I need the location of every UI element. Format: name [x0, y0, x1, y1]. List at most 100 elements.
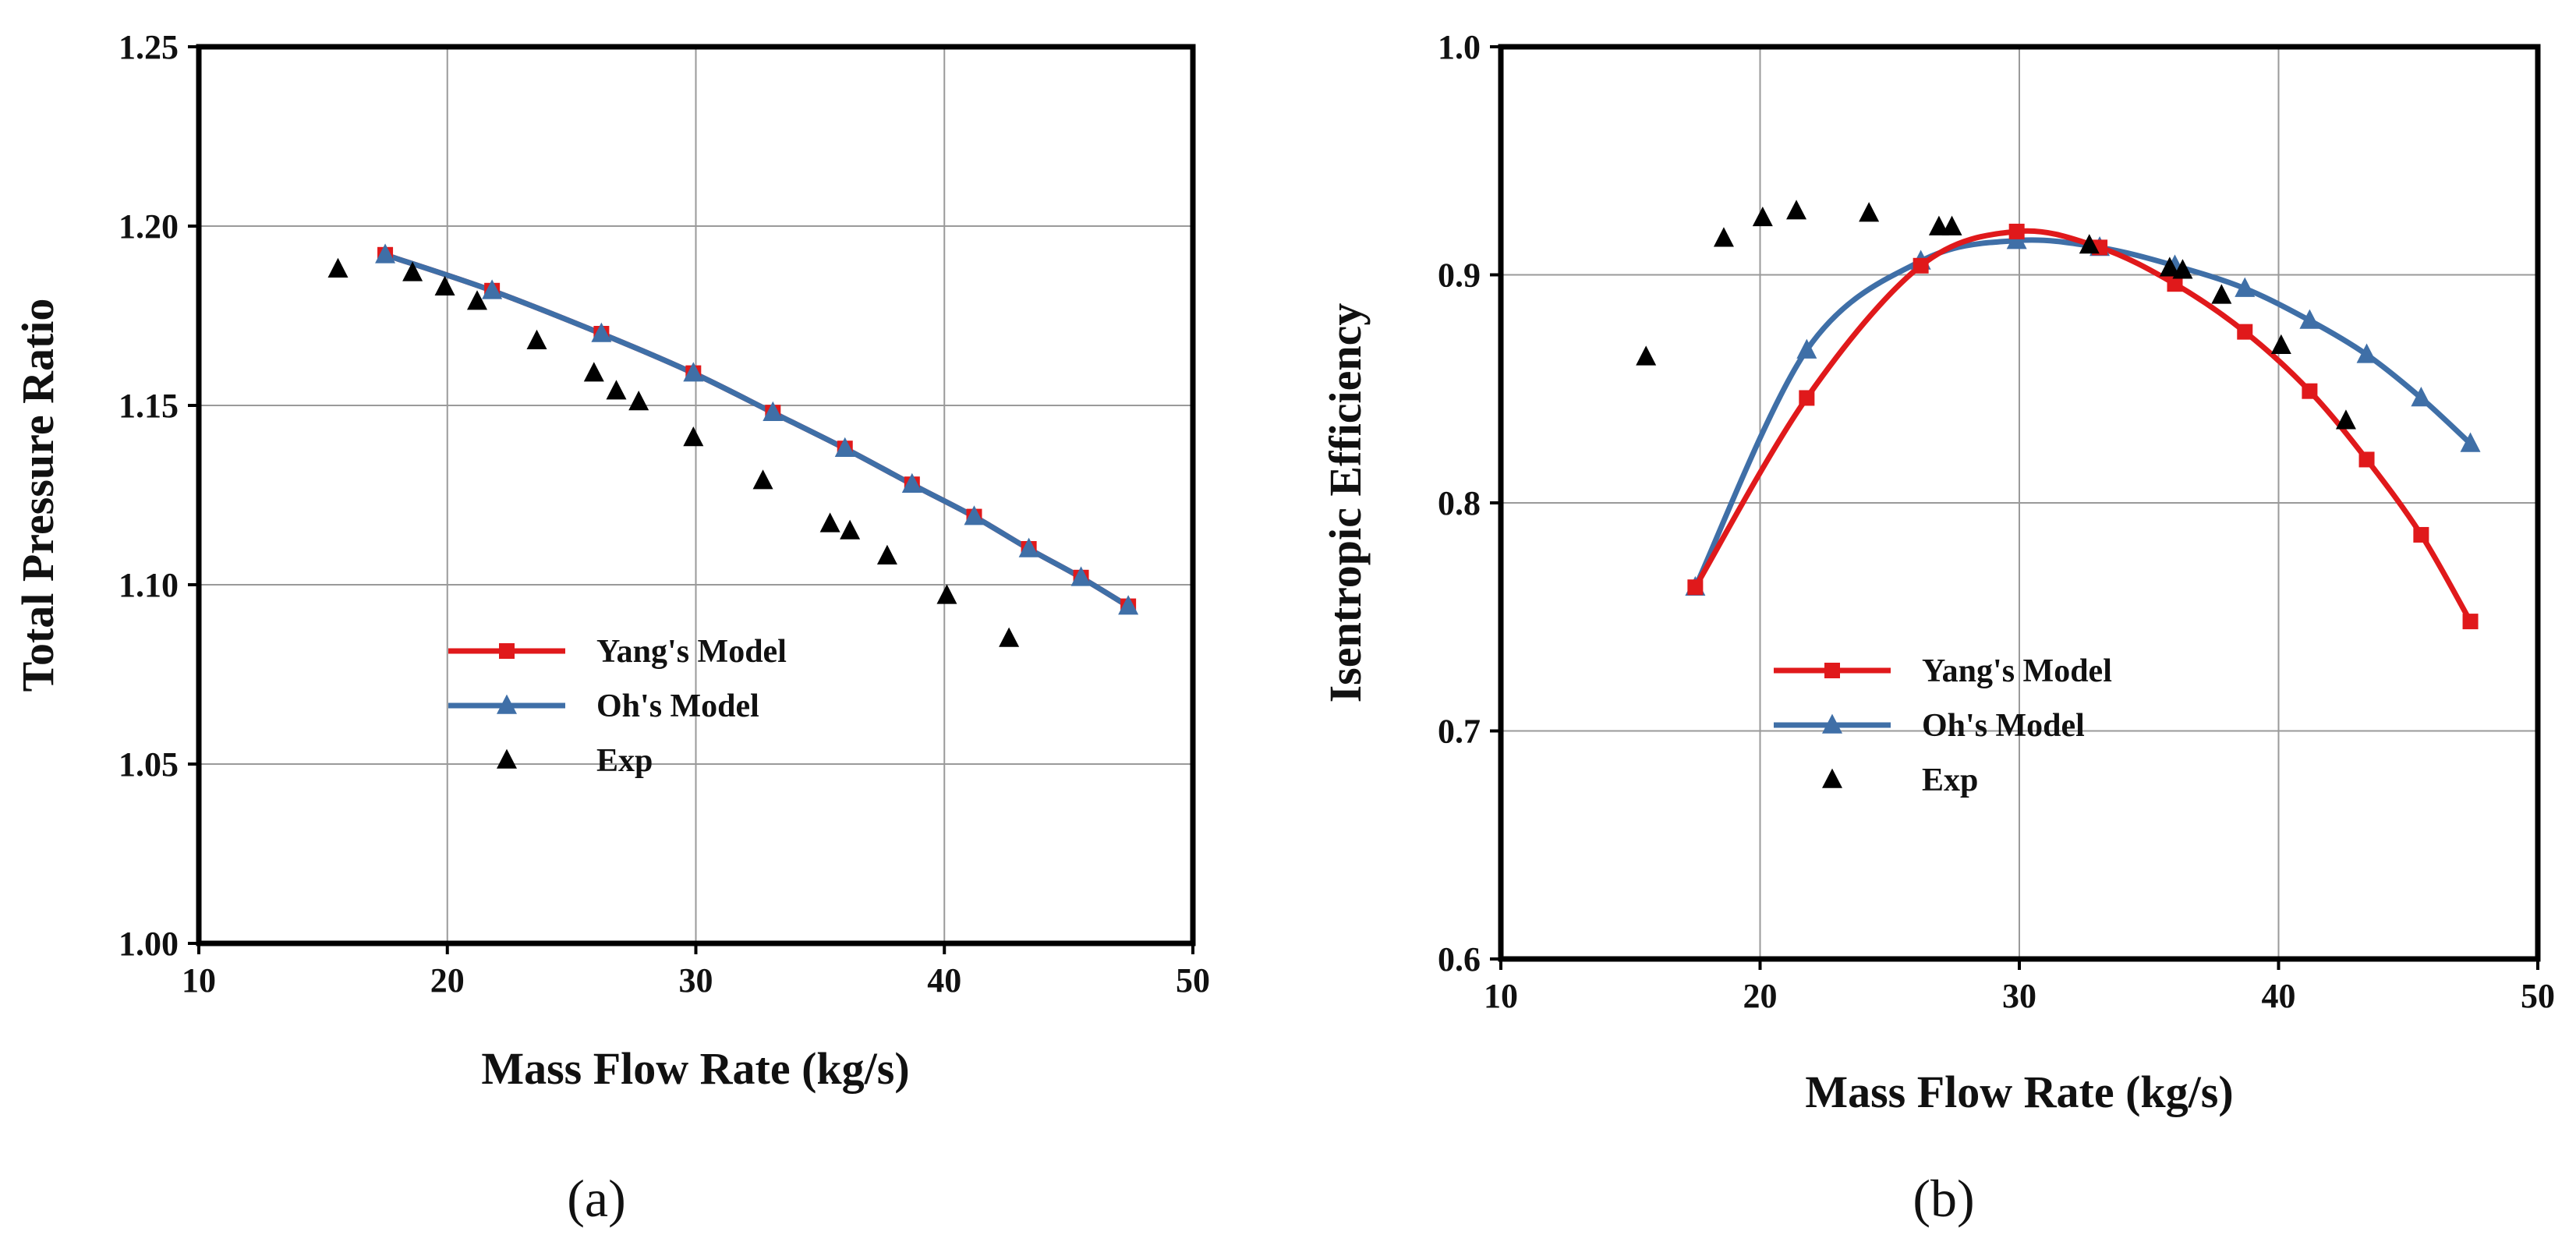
- legend-marker: [1822, 713, 1842, 734]
- panel-b-markers: [1636, 200, 2481, 630]
- data-point-exp: [752, 469, 773, 490]
- panel-a-pressure-ratio-chart: 10 20 30 40 50 1.00 1.05 1.10 1.15 1.20 1.25 Mass …: [12, 28, 1210, 1228]
- panel-b-ticks: 10 20 30 40 50 0.6 0.7 0.8 0.9 1.0: [1438, 28, 2555, 1015]
- y-tick-label: 0.7: [1438, 713, 1481, 751]
- y-tick-label: 0.9: [1438, 257, 1481, 295]
- data-point-exp: [583, 362, 604, 382]
- panel-a-series-lines: [384, 252, 1130, 609]
- data-point-oh: [482, 279, 503, 299]
- series-line-yang: [1693, 228, 2473, 623]
- data-point-oh: [2356, 343, 2377, 363]
- x-tick-label: 30: [679, 961, 713, 1000]
- data-point-oh: [591, 322, 612, 342]
- series-line-oh: [1693, 237, 2472, 589]
- data-point-exp: [2172, 259, 2193, 279]
- y-tick-label: 1.00: [119, 925, 179, 963]
- legend-marker: [1824, 663, 1840, 678]
- legend-label: Yang's Model: [596, 634, 787, 670]
- data-point-exp: [2335, 409, 2356, 430]
- data-point-oh: [763, 401, 784, 421]
- y-tick-label: 1.25: [119, 28, 179, 66]
- data-point-oh: [1018, 537, 1039, 557]
- x-tick-label: 30: [2002, 977, 2036, 1015]
- legend-label: Yang's Model: [1922, 653, 2112, 689]
- x-tick-label: 10: [1484, 977, 1518, 1015]
- panel-a-x-axis-label: Mass Flow Rate (kg/s): [481, 1043, 909, 1094]
- data-point-exp: [1752, 206, 1773, 227]
- data-point-oh: [901, 472, 922, 493]
- legend-marker: [499, 643, 515, 659]
- data-point-exp: [2270, 334, 2291, 354]
- data-point-yang: [1799, 390, 1815, 406]
- data-point-oh: [834, 437, 855, 457]
- x-tick-label: 20: [1743, 977, 1778, 1015]
- panel-a-grid: [199, 47, 1193, 943]
- data-point-exp: [1786, 200, 1807, 220]
- legend-marker: [497, 748, 517, 769]
- data-point-exp: [1859, 202, 1880, 222]
- data-point-yang: [2302, 383, 2318, 399]
- series-line-oh: [384, 252, 1130, 609]
- data-point-yang: [2167, 276, 2183, 292]
- data-point-oh: [1070, 566, 1092, 586]
- data-point-exp: [628, 391, 649, 411]
- data-point-exp: [936, 584, 957, 604]
- data-point-oh: [375, 243, 396, 264]
- data-point-yang: [2413, 526, 2429, 543]
- x-tick-label: 10: [182, 961, 216, 1000]
- data-point-exp: [840, 519, 861, 540]
- panel-b-x-axis-label: Mass Flow Rate (kg/s): [1805, 1067, 2233, 1117]
- data-point-exp: [1636, 345, 1657, 366]
- x-tick-label: 50: [1176, 961, 1210, 1000]
- data-point-yang: [1913, 257, 1929, 274]
- panel-b-grid: [1501, 47, 2538, 959]
- data-point-exp: [606, 380, 627, 400]
- y-tick-label: 1.10: [119, 566, 179, 604]
- legend-label: Oh's Model: [1922, 708, 2085, 744]
- data-point-exp: [526, 329, 547, 349]
- panel-b-y-axis-label: Isentropic Efficiency: [1320, 303, 1371, 703]
- data-point-oh: [2235, 277, 2256, 297]
- panel-b-legend: Yang's Model Oh's Model Exp: [1774, 653, 2112, 798]
- data-point-oh: [1118, 595, 1139, 615]
- panel-a-caption: (a): [567, 1169, 625, 1228]
- y-tick-label: 0.6: [1438, 940, 1481, 978]
- data-point-yang: [2358, 451, 2375, 468]
- panel-a-markers: [327, 243, 1139, 647]
- data-point-exp: [327, 257, 349, 278]
- data-point-exp: [876, 544, 897, 564]
- y-tick-label: 1.05: [119, 745, 179, 784]
- data-point-yang: [1687, 579, 1704, 596]
- data-point-oh: [2299, 309, 2320, 329]
- x-tick-label: 50: [2521, 977, 2555, 1015]
- data-point-oh: [1796, 338, 1817, 359]
- data-point-exp: [1928, 215, 1949, 235]
- data-point-yang: [2008, 223, 2025, 239]
- data-point-oh: [683, 362, 704, 382]
- legend-marker: [497, 694, 517, 714]
- data-point-exp: [1941, 215, 1962, 235]
- data-point-exp: [1713, 227, 1734, 247]
- data-point-oh: [2460, 432, 2481, 452]
- legend-label: Exp: [596, 743, 653, 779]
- legend-label: Oh's Model: [596, 688, 759, 724]
- data-point-exp: [2079, 234, 2100, 254]
- legend-label: Exp: [1922, 762, 1978, 798]
- x-tick-label: 20: [430, 961, 465, 1000]
- data-point-yang: [2462, 614, 2479, 630]
- y-tick-label: 0.8: [1438, 484, 1481, 522]
- panel-b-efficiency-chart: 10 20 30 40 50 0.6 0.7 0.8 0.9 1.0 Mass Flow Rate…: [1320, 28, 2555, 1228]
- y-tick-label: 1.20: [119, 207, 179, 246]
- x-tick-label: 40: [2262, 977, 2296, 1015]
- data-point-exp: [2211, 284, 2232, 304]
- data-point-exp: [402, 261, 423, 281]
- data-point-oh: [964, 505, 985, 525]
- panel-a-y-axis-label: Total Pressure Ratio: [12, 299, 63, 692]
- panel-a-legend: Yang's Model Oh's Model Exp: [448, 634, 787, 779]
- data-point-exp: [467, 290, 487, 310]
- y-tick-label: 1.15: [119, 387, 179, 425]
- data-point-exp: [2159, 257, 2180, 277]
- legend-marker: [1822, 768, 1842, 788]
- panel-b-caption: (b): [1913, 1169, 1974, 1228]
